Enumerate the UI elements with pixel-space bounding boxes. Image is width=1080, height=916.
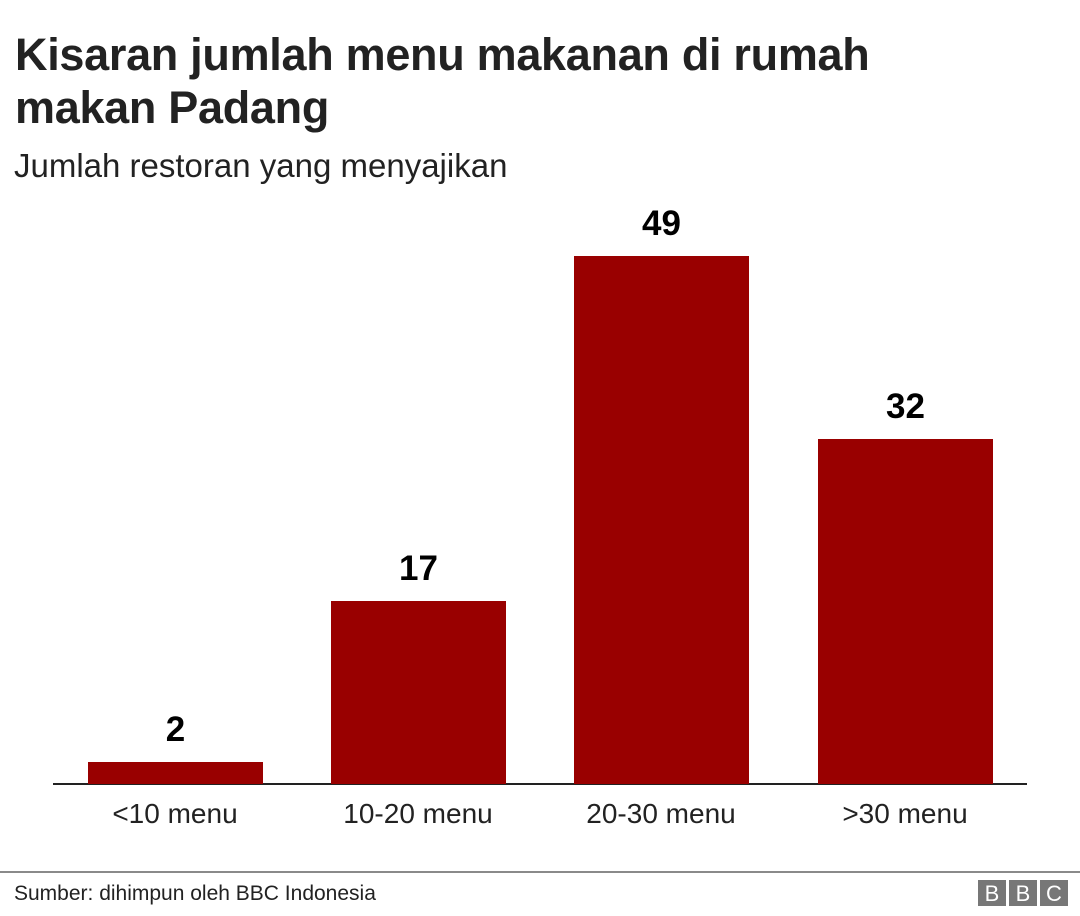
bar	[574, 256, 749, 784]
chart-title: Kisaran jumlah menu makanan di rumah mak…	[15, 29, 870, 133]
x-axis-line	[53, 783, 1027, 785]
footer-divider	[0, 871, 1080, 873]
bar-value-label: 2	[165, 710, 186, 749]
bbc-logo-letter: B	[1009, 880, 1037, 906]
x-axis-category-label: 10-20 menu	[343, 798, 493, 829]
bbc-logo: B B C	[978, 880, 1068, 906]
bar-value-label: 32	[886, 387, 925, 426]
bar	[88, 762, 263, 784]
x-axis-category-label: 20-30 menu	[586, 798, 736, 829]
bar	[331, 601, 506, 784]
bar-value-label: 49	[642, 204, 681, 243]
bbc-logo-letter: B	[978, 880, 1006, 906]
bar	[818, 439, 993, 784]
source-note: Sumber: dihimpun oleh BBC Indonesia	[14, 882, 376, 905]
x-axis-category-label: <10 menu	[112, 798, 238, 829]
x-axis-category-label: >30 menu	[842, 798, 968, 829]
bbc-logo-letter: C	[1040, 880, 1068, 906]
bar-value-label: 17	[399, 549, 438, 588]
chart-subtitle: Jumlah restoran yang menyajikan	[14, 147, 508, 184]
